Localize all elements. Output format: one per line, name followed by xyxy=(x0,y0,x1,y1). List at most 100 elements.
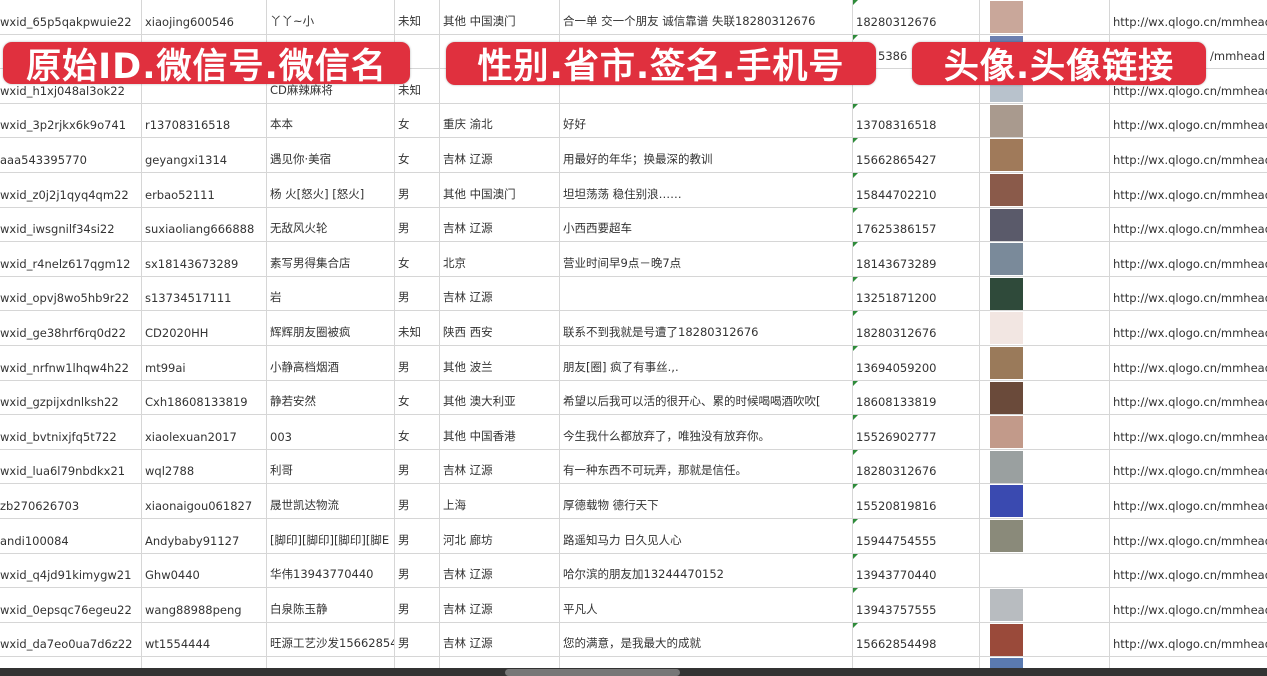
signature-cell[interactable]: 希望以后我可以活的很开心、累的时候喝喝酒吹吹[ xyxy=(560,380,853,415)
gender-cell[interactable]: 男 xyxy=(395,173,440,207)
original-id-cell[interactable]: wxid_lua6l79nbdkx21 xyxy=(0,449,142,484)
phone-cell[interactable] xyxy=(853,657,980,668)
signature-cell[interactable]: 好好 xyxy=(560,103,853,138)
wechat-name-cell[interactable]: 003 xyxy=(267,415,395,449)
gender-cell[interactable]: 女 xyxy=(395,242,440,276)
wechat-name-cell[interactable]: 辉辉朋友圈被疯 xyxy=(267,311,395,345)
wechat-name-cell[interactable]: 华伟13943770440 xyxy=(267,553,395,588)
signature-cell[interactable]: 用最好的年华；换最深的教训 xyxy=(560,138,853,172)
wechat-id-cell[interactable]: xiaonaigou061827 xyxy=(142,484,267,518)
original-id-cell[interactable]: wxid_65p5qakpwuie22 xyxy=(0,0,142,34)
original-id-cell[interactable]: wxid_z0j2j1qyq4qm22 xyxy=(0,173,142,207)
avatar-cell[interactable] xyxy=(980,484,1110,518)
wechat-name-cell[interactable]: 小静高档烟酒 xyxy=(267,346,395,380)
signature-cell[interactable]: 坦坦荡荡 稳住别浪…… xyxy=(560,173,853,207)
avatar-url-cell[interactable]: /mmhead xyxy=(1110,35,1267,69)
phone-cell[interactable]: 15662865427 xyxy=(853,138,980,172)
signature-cell[interactable] xyxy=(560,276,853,311)
original-id-cell[interactable]: wxid_r4nelz617qgm12 xyxy=(0,242,142,276)
wechat-name-cell[interactable] xyxy=(267,657,395,668)
original-id-cell[interactable]: zb270626703 xyxy=(0,484,142,518)
original-id-cell[interactable]: wxid_da7eo0ua7d6z22 xyxy=(0,622,142,657)
signature-cell[interactable]: 路遥知马力 日久见人心 xyxy=(560,519,853,553)
phone-cell[interactable]: 17625386157 xyxy=(853,207,980,242)
phone-cell[interactable]: 18280312676 xyxy=(853,0,980,34)
signature-cell[interactable]: 哈尔滨的朋友加13244470152 xyxy=(560,553,853,588)
region-cell[interactable] xyxy=(440,657,560,668)
signature-cell[interactable]: 联系不到我就是号遭了18280312676 xyxy=(560,311,853,345)
region-cell[interactable]: 陕西 西安 xyxy=(440,311,560,345)
wechat-id-cell[interactable]: Andybaby91127 xyxy=(142,519,267,553)
wechat-id-cell[interactable]: Cxh18608133819 xyxy=(142,380,267,415)
avatar-url-cell[interactable]: http://wx.qlogo.cn/mmhead xyxy=(1110,346,1267,380)
phone-cell[interactable]: 18608133819 xyxy=(853,380,980,415)
wechat-name-cell[interactable]: 无敌风火轮 xyxy=(267,207,395,242)
avatar-cell[interactable] xyxy=(980,138,1110,172)
original-id-cell[interactable]: wxid_nrfnw1lhqw4h22 xyxy=(0,346,142,380)
avatar-cell[interactable] xyxy=(980,415,1110,449)
region-cell[interactable]: 吉林 辽源 xyxy=(440,138,560,172)
region-cell[interactable]: 其他 澳大利亚 xyxy=(440,380,560,415)
wechat-name-cell[interactable]: 白泉陈玉静 xyxy=(267,588,395,622)
avatar-cell[interactable] xyxy=(980,346,1110,380)
gender-cell[interactable]: 男 xyxy=(395,519,440,553)
wechat-name-cell[interactable]: 晟世凯达物流 xyxy=(267,484,395,518)
phone-cell[interactable]: 15662854498 xyxy=(853,622,980,657)
avatar-cell[interactable] xyxy=(980,449,1110,484)
avatar-url-cell[interactable]: http://wx.qlogo.cn/mmhead xyxy=(1110,554,1267,588)
phone-cell[interactable]: 15526902777 xyxy=(853,415,980,449)
phone-cell[interactable]: 13943757555 xyxy=(853,588,980,622)
avatar-cell[interactable] xyxy=(980,242,1110,276)
original-id-cell[interactable]: wxid_opvj8wo5hb9r22 xyxy=(0,276,142,311)
wechat-id-cell[interactable]: Ghw0440 xyxy=(142,553,267,588)
wechat-id-cell[interactable]: suxiaoliang666888 xyxy=(142,207,267,242)
region-cell[interactable]: 吉林 辽源 xyxy=(440,622,560,657)
original-id-cell[interactable]: wxid_h1xj048al3ok22 xyxy=(0,69,142,103)
avatar-url-cell[interactable]: http://wx.qlogo.cn/mmhead xyxy=(1110,208,1267,242)
avatar-cell[interactable] xyxy=(980,276,1110,311)
phone-cell[interactable]: 18143673289 xyxy=(853,242,980,276)
original-id-cell[interactable]: wxid_gzpijxdnlksh22 xyxy=(0,380,142,415)
region-cell[interactable]: 其他 中国香港 xyxy=(440,415,560,449)
original-id-cell[interactable]: wxid_bvtnixjfq5t722 xyxy=(0,415,142,449)
gender-cell[interactable]: 女 xyxy=(395,380,440,415)
avatar-cell[interactable] xyxy=(980,622,1110,657)
wechat-id-cell[interactable]: CD2020HH xyxy=(142,311,267,345)
wechat-name-cell[interactable]: 丫丫~小 xyxy=(267,0,395,34)
wechat-name-cell[interactable]: CD麻辣麻将 xyxy=(267,69,395,103)
avatar-url-cell[interactable]: http://wx.qlogo.cn/mmhead xyxy=(1110,138,1267,172)
avatar-cell[interactable] xyxy=(980,519,1110,553)
region-cell[interactable]: 重庆 渝北 xyxy=(440,103,560,138)
gender-cell[interactable] xyxy=(395,34,440,69)
wechat-name-cell[interactable]: 遇见你·美宿 xyxy=(267,138,395,172)
region-cell[interactable]: 其他 波兰 xyxy=(440,346,560,380)
avatar-url-cell[interactable]: http://wx.qlogo.cn/mmhead xyxy=(1110,484,1267,518)
region-cell[interactable]: 其他 中国澳门 xyxy=(440,0,560,34)
wechat-name-cell[interactable]: 旺源工艺沙发15662854 xyxy=(267,622,395,657)
avatar-url-cell[interactable]: http://wx.qlogo.cn/mmhead xyxy=(1110,623,1267,657)
signature-cell[interactable]: 平凡人 xyxy=(560,588,853,622)
avatar-url-cell[interactable]: http://wx.qlogo.cn/mmhead xyxy=(1110,588,1267,622)
signature-cell[interactable]: 营业时间早9点－晚7点 xyxy=(560,242,853,276)
avatar-cell[interactable] xyxy=(980,553,1110,588)
original-id-cell[interactable]: wxid_q4jd91kimygw21 xyxy=(0,553,142,588)
region-cell[interactable]: 上海 xyxy=(440,484,560,518)
gender-cell[interactable]: 女 xyxy=(395,103,440,138)
wechat-name-cell[interactable]: 本本 xyxy=(267,103,395,138)
avatar-url-cell[interactable]: http://wx.qlogo.cn/mmhead xyxy=(1110,311,1267,345)
original-id-cell[interactable]: wxid_iwsgnilf34si22 xyxy=(0,207,142,242)
wechat-id-cell[interactable]: xiaojing600546 xyxy=(142,0,267,34)
region-cell[interactable] xyxy=(440,69,560,103)
gender-cell[interactable] xyxy=(395,657,440,668)
avatar-url-cell[interactable]: http://wx.qlogo.cn/mmhead xyxy=(1110,450,1267,484)
wechat-id-cell[interactable]: r13708316518 xyxy=(142,103,267,138)
avatar-url-cell[interactable]: http://wx.qlogo.cn/mmhead xyxy=(1110,0,1267,34)
region-cell[interactable]: 吉林 辽源 xyxy=(440,553,560,588)
avatar-cell[interactable] xyxy=(980,207,1110,242)
avatar-url-cell[interactable] xyxy=(1110,657,1267,668)
wechat-name-cell[interactable]: 岩 xyxy=(267,276,395,311)
avatar-cell[interactable] xyxy=(980,0,1110,34)
wechat-name-cell[interactable]: [脚印][脚印][脚印][脚E xyxy=(267,519,395,553)
wechat-id-cell[interactable]: xiaolexuan2017 xyxy=(142,415,267,449)
gender-cell[interactable]: 女 xyxy=(395,415,440,449)
